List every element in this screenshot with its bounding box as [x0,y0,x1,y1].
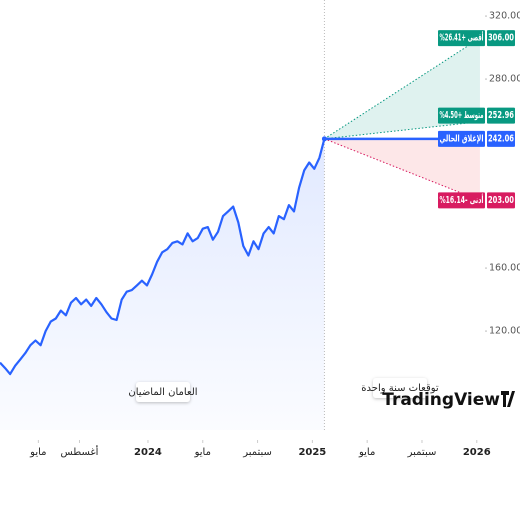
history-area [0,138,325,431]
x-tick-label: سبتمبر [242,447,272,458]
x-tick-label: 2024 [134,447,162,458]
logo-mark [501,391,515,407]
forecast-label-box [438,107,485,124]
forecast-label-box [438,130,485,147]
x-tick-label: مايو [29,447,46,458]
forecast-label: أدنى -16.14% [440,193,484,206]
x-tick-label: مايو [358,447,375,458]
price-label-box [487,30,515,47]
forecast-label: الإغلاق الحالي [440,133,484,144]
forecast-label-box [438,30,485,47]
annotation: العامان الماضيان [128,387,197,398]
y-tick-label: 320.00 [489,11,520,22]
forecast-line [324,121,480,140]
x-tick-label: 2025 [298,447,326,458]
forecast-label: أقصى +26.41% [440,31,484,44]
forecast-label-box [438,192,485,209]
price-label: 203.00 [488,195,514,206]
price-label: 252.96 [488,110,514,121]
price-line [0,138,326,376]
plot-area [0,0,481,431]
forecast-down-area [324,138,480,201]
annotation-box [136,382,190,402]
overlay: 120.00 160.00 280.00 320.00 مايو أغسطس 2024 ماي… [29,11,520,458]
annotation-box [373,378,427,398]
x-tick-label: أغسطس [61,445,99,458]
x-tick-label: 2026 [463,447,491,458]
y-tick-label: 120.00 [489,326,520,337]
forecast-label: متوسط +4.50% [440,110,484,121]
x-tick-label: مايو [194,447,211,458]
price-label: 306.00 [488,33,514,44]
current-dot [321,136,327,142]
price-label-box [487,107,515,124]
y-tick-label: 280.00 [489,74,520,85]
x-tick-label: سبتمبر [407,447,437,458]
y-tick-label: 160.00 [489,263,520,274]
price-label-box [487,130,515,147]
price-label: 242.06 [488,133,514,144]
annotation: توقعات سنة واحدة [361,383,439,394]
logo: TradingView [382,390,500,410]
forecast-line [324,37,481,140]
price-label-box [487,192,515,209]
